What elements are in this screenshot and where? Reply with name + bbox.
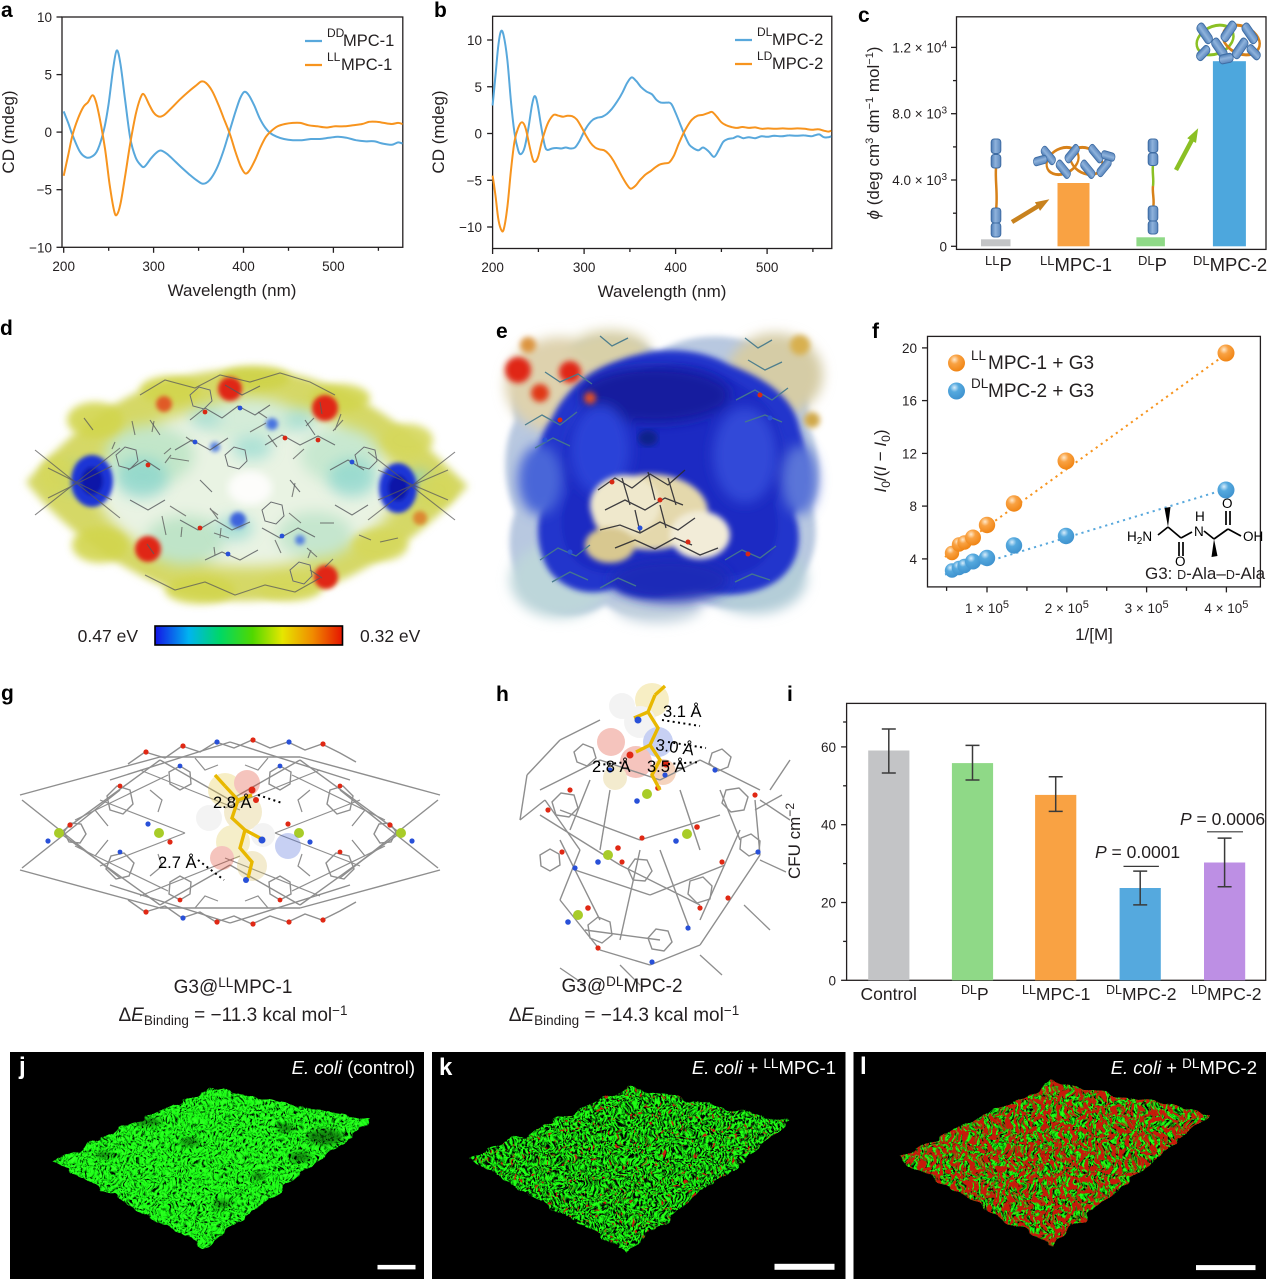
svg-text:300: 300 <box>142 259 165 274</box>
svg-text:5: 5 <box>44 68 52 83</box>
svg-text:H2N: H2N <box>1127 529 1152 547</box>
svg-text:g: g <box>1 682 14 705</box>
svg-text:E. coli + DLMPC-2: E. coli + DLMPC-2 <box>1111 1056 1257 1078</box>
svg-text:MPC-2 + G3: MPC-2 + G3 <box>988 381 1094 402</box>
svg-text:DD: DD <box>327 26 345 40</box>
svg-text:O: O <box>1222 496 1233 511</box>
svg-text:DLMPC-2: DLMPC-2 <box>1106 983 1176 1004</box>
svg-text:ΔEBinding = −14.3 kcal mol−1: ΔEBinding = −14.3 kcal mol−1 <box>509 1003 740 1028</box>
svg-text:10: 10 <box>467 33 482 48</box>
svg-text:500: 500 <box>756 260 779 275</box>
svg-text:60: 60 <box>821 740 836 755</box>
svg-text:8.0 × 103: 8.0 × 103 <box>892 106 947 122</box>
svg-text:f: f <box>872 320 880 343</box>
svg-text:2 × 105: 2 × 105 <box>1045 599 1089 616</box>
svg-text:Control: Control <box>860 984 916 1004</box>
svg-text:Wavelength (nm): Wavelength (nm) <box>598 282 727 301</box>
svg-text:2.7 Å: 2.7 Å <box>158 853 197 872</box>
svg-text:3 × 105: 3 × 105 <box>1125 599 1169 616</box>
svg-text:O: O <box>1175 554 1186 569</box>
svg-text:16: 16 <box>902 394 917 409</box>
svg-text:0.32 eV: 0.32 eV <box>360 626 421 646</box>
svg-text:CFU cm−2: CFU cm−2 <box>783 803 804 879</box>
svg-text:DLMPC-2: DLMPC-2 <box>1193 253 1267 275</box>
svg-text:E. coli (control): E. coli (control) <box>292 1057 415 1078</box>
svg-text:10: 10 <box>37 10 52 25</box>
svg-text:G3: D-Ala–D-Ala: G3: D-Ala–D-Ala <box>1145 564 1266 583</box>
svg-text:OH: OH <box>1243 529 1263 544</box>
svg-text:DL: DL <box>971 376 989 391</box>
svg-text:N: N <box>1194 524 1204 539</box>
svg-text:b: b <box>434 0 447 22</box>
svg-text:400: 400 <box>664 260 687 275</box>
svg-text:Wavelength (nm): Wavelength (nm) <box>168 281 297 300</box>
svg-text:G3@LLMPC-1: G3@LLMPC-1 <box>174 975 293 998</box>
svg-text:MPC-2: MPC-2 <box>772 31 823 49</box>
svg-text:E. coli + LLMPC-1: E. coli + LLMPC-1 <box>692 1056 836 1078</box>
svg-text:i: i <box>787 683 793 706</box>
svg-text:LD: LD <box>757 49 773 63</box>
svg-text:5: 5 <box>474 80 482 95</box>
svg-text:3.5 Å: 3.5 Å <box>647 757 686 776</box>
svg-text:MPC-2: MPC-2 <box>772 55 823 73</box>
svg-text:h: h <box>496 683 509 706</box>
svg-text:0: 0 <box>828 973 836 988</box>
svg-text:500: 500 <box>322 259 345 274</box>
svg-text:G3@DLMPC-2: G3@DLMPC-2 <box>561 974 682 997</box>
svg-text:LLMPC-1: LLMPC-1 <box>1022 983 1090 1004</box>
svg-text:LLP: LLP <box>985 253 1012 275</box>
svg-text:−5: −5 <box>37 183 52 198</box>
svg-text:LLMPC-1: LLMPC-1 <box>1040 253 1112 275</box>
svg-text:1 × 105: 1 × 105 <box>965 599 1009 616</box>
svg-text:k: k <box>439 1054 453 1081</box>
svg-text:H: H <box>1195 509 1205 524</box>
svg-text:P = 0.0006: P = 0.0006 <box>1180 809 1265 829</box>
svg-text:4 × 105: 4 × 105 <box>1204 599 1248 616</box>
svg-text:a: a <box>1 0 13 22</box>
svg-text:1/[M]: 1/[M] <box>1075 625 1113 644</box>
svg-text:l: l <box>860 1053 867 1080</box>
svg-text:c: c <box>858 4 870 27</box>
svg-text:ϕ (deg cm3 dm−1 mol−1): ϕ (deg cm3 dm−1 mol−1) <box>864 47 883 220</box>
svg-text:200: 200 <box>481 260 504 275</box>
svg-text:LDMPC-2: LDMPC-2 <box>1191 983 1261 1004</box>
svg-text:MPC-1: MPC-1 <box>343 32 394 50</box>
svg-text:0.47 eV: 0.47 eV <box>78 626 139 646</box>
svg-text:P = 0.0001: P = 0.0001 <box>1095 842 1180 862</box>
svg-text:0: 0 <box>44 125 52 140</box>
svg-text:20: 20 <box>821 896 836 911</box>
svg-text:0: 0 <box>939 239 947 254</box>
svg-text:0: 0 <box>474 127 482 142</box>
svg-text:CD (mdeg): CD (mdeg) <box>0 90 18 173</box>
svg-text:400: 400 <box>232 259 255 274</box>
svg-text:4.0 × 103: 4.0 × 103 <box>892 172 947 188</box>
svg-text:d: d <box>0 317 13 340</box>
svg-text:40: 40 <box>821 818 836 833</box>
svg-text:DLP: DLP <box>1138 253 1167 275</box>
svg-text:−10: −10 <box>29 240 52 255</box>
svg-text:12: 12 <box>902 446 917 461</box>
svg-text:j: j <box>18 1053 26 1080</box>
svg-text:3.1 Å: 3.1 Å <box>663 702 702 721</box>
svg-text:LL: LL <box>971 348 987 363</box>
svg-text:I0/(I − I0): I0/(I − I0) <box>871 429 893 492</box>
svg-text:20: 20 <box>902 341 917 356</box>
svg-text:4: 4 <box>909 552 917 567</box>
svg-text:DL: DL <box>757 25 773 39</box>
svg-text:−10: −10 <box>459 220 482 235</box>
svg-text:MPC-1: MPC-1 <box>341 56 392 74</box>
svg-text:DLP: DLP <box>961 983 989 1004</box>
svg-text:MPC-1 + G3: MPC-1 + G3 <box>988 353 1094 374</box>
svg-text:8: 8 <box>909 499 917 514</box>
svg-text:2.8 Å: 2.8 Å <box>213 793 252 812</box>
svg-text:2.8 Å: 2.8 Å <box>592 757 631 776</box>
svg-text:e: e <box>496 320 508 343</box>
svg-text:300: 300 <box>573 260 596 275</box>
svg-text:CD (mdeg): CD (mdeg) <box>429 90 448 173</box>
svg-text:ΔEBinding = −11.3 kcal mol−1: ΔEBinding = −11.3 kcal mol−1 <box>118 1003 347 1028</box>
svg-text:LL: LL <box>327 50 341 64</box>
svg-text:200: 200 <box>52 259 75 274</box>
svg-text:−5: −5 <box>467 173 482 188</box>
svg-text:1.2 × 104: 1.2 × 104 <box>892 39 947 55</box>
